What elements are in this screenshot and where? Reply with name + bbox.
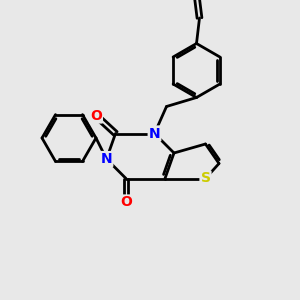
Text: O: O	[90, 109, 102, 122]
Text: N: N	[149, 127, 160, 140]
Text: S: S	[200, 172, 211, 185]
Text: N: N	[101, 152, 112, 166]
Text: O: O	[120, 196, 132, 209]
